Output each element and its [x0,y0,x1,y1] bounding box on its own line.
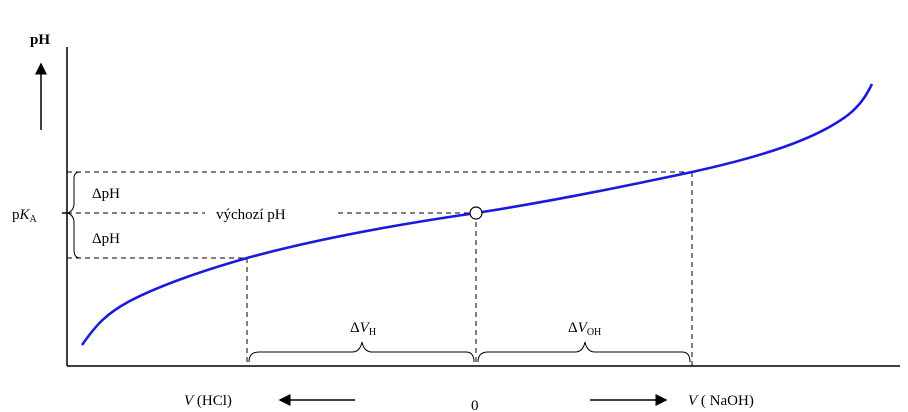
x-left-label: V (HCl) [184,393,232,409]
pka-label: pKA [12,207,38,225]
y-axis-label: pH [30,32,50,48]
delta-ph-lower-brace [73,222,81,259]
delta-vh-brace [248,341,475,363]
delta-voh-brace [477,341,691,363]
delta-vh-label: ΔVH [350,320,376,338]
delta-ph-upper-brace [66,171,81,223]
delta-ph-lower-label: ΔpH [92,231,120,247]
delta-voh-label: ΔVOH [568,320,601,338]
delta-ph-upper-label: ΔpH [92,186,120,202]
initial-ph-label: výchozí pH [216,207,286,223]
initial-ph-point [469,206,483,220]
x-right-label: V ( NaOH) [688,393,754,409]
x-zero-label: 0 [471,398,479,412]
